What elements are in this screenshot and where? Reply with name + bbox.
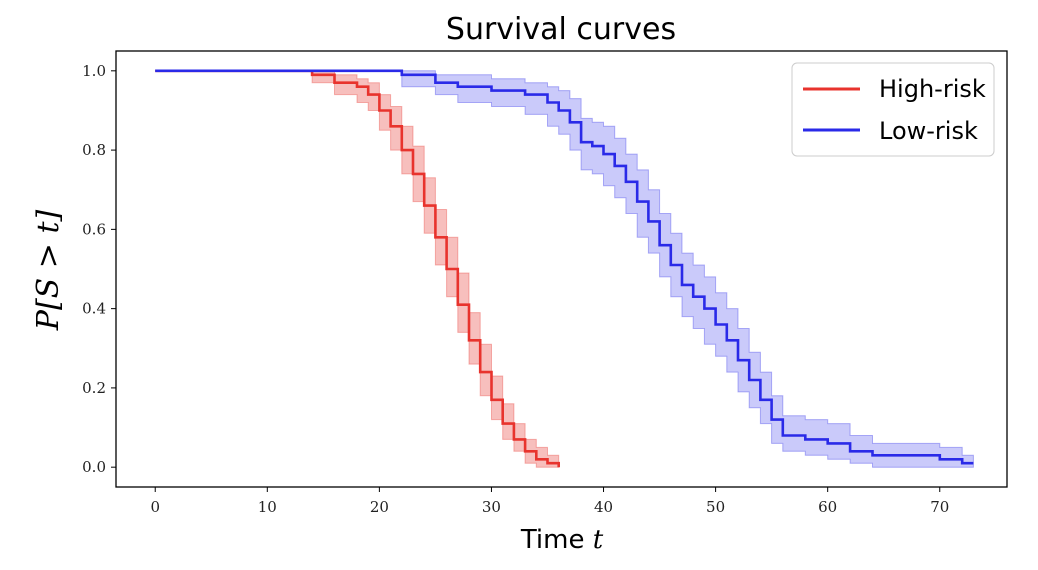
legend-label-high-risk: High-risk — [879, 75, 986, 103]
x-axis-ticks: 0 10 20 30 40 50 60 70 — [150, 487, 949, 516]
x-tick-label-0: 0 — [150, 498, 160, 516]
x-tick-label-30: 30 — [482, 498, 501, 516]
line-low-risk — [155, 69, 974, 465]
band-high-risk — [155, 70, 560, 468]
x-tick-label-10: 10 — [258, 498, 277, 516]
legend-box — [791, 62, 995, 157]
legend: High-risk Low-risk — [791, 62, 995, 157]
x-tick-label-20: 20 — [370, 498, 389, 516]
chart-title: Survival curves — [446, 12, 676, 47]
plot-frame — [115, 50, 1008, 488]
y-tick-label-5: 1.0 — [82, 62, 106, 80]
x-tick-label-70: 70 — [930, 498, 949, 516]
y-tick-label-2: 0.4 — [82, 300, 106, 318]
x-tick-label-50: 50 — [706, 498, 725, 516]
y-tick-label-1: 0.2 — [82, 379, 106, 397]
x-axis-label: Time t — [520, 525, 604, 555]
y-tick-label-3: 0.6 — [82, 220, 106, 238]
x-tick-label-60: 60 — [818, 498, 837, 516]
confidence-bands — [155, 70, 974, 468]
y-tick-label-0: 0.0 — [82, 458, 106, 476]
line-high-risk — [155, 69, 560, 468]
y-axis-label: P[S > t] — [31, 210, 66, 332]
legend-label-low-risk: Low-risk — [879, 117, 978, 145]
survival-lines — [155, 69, 974, 468]
y-axis-ticks: 0.0 0.2 0.4 0.6 0.8 1.0 — [82, 62, 116, 476]
band-low-risk — [155, 70, 974, 468]
y-tick-label-4: 0.8 — [82, 141, 106, 159]
x-tick-label-40: 40 — [594, 498, 613, 516]
